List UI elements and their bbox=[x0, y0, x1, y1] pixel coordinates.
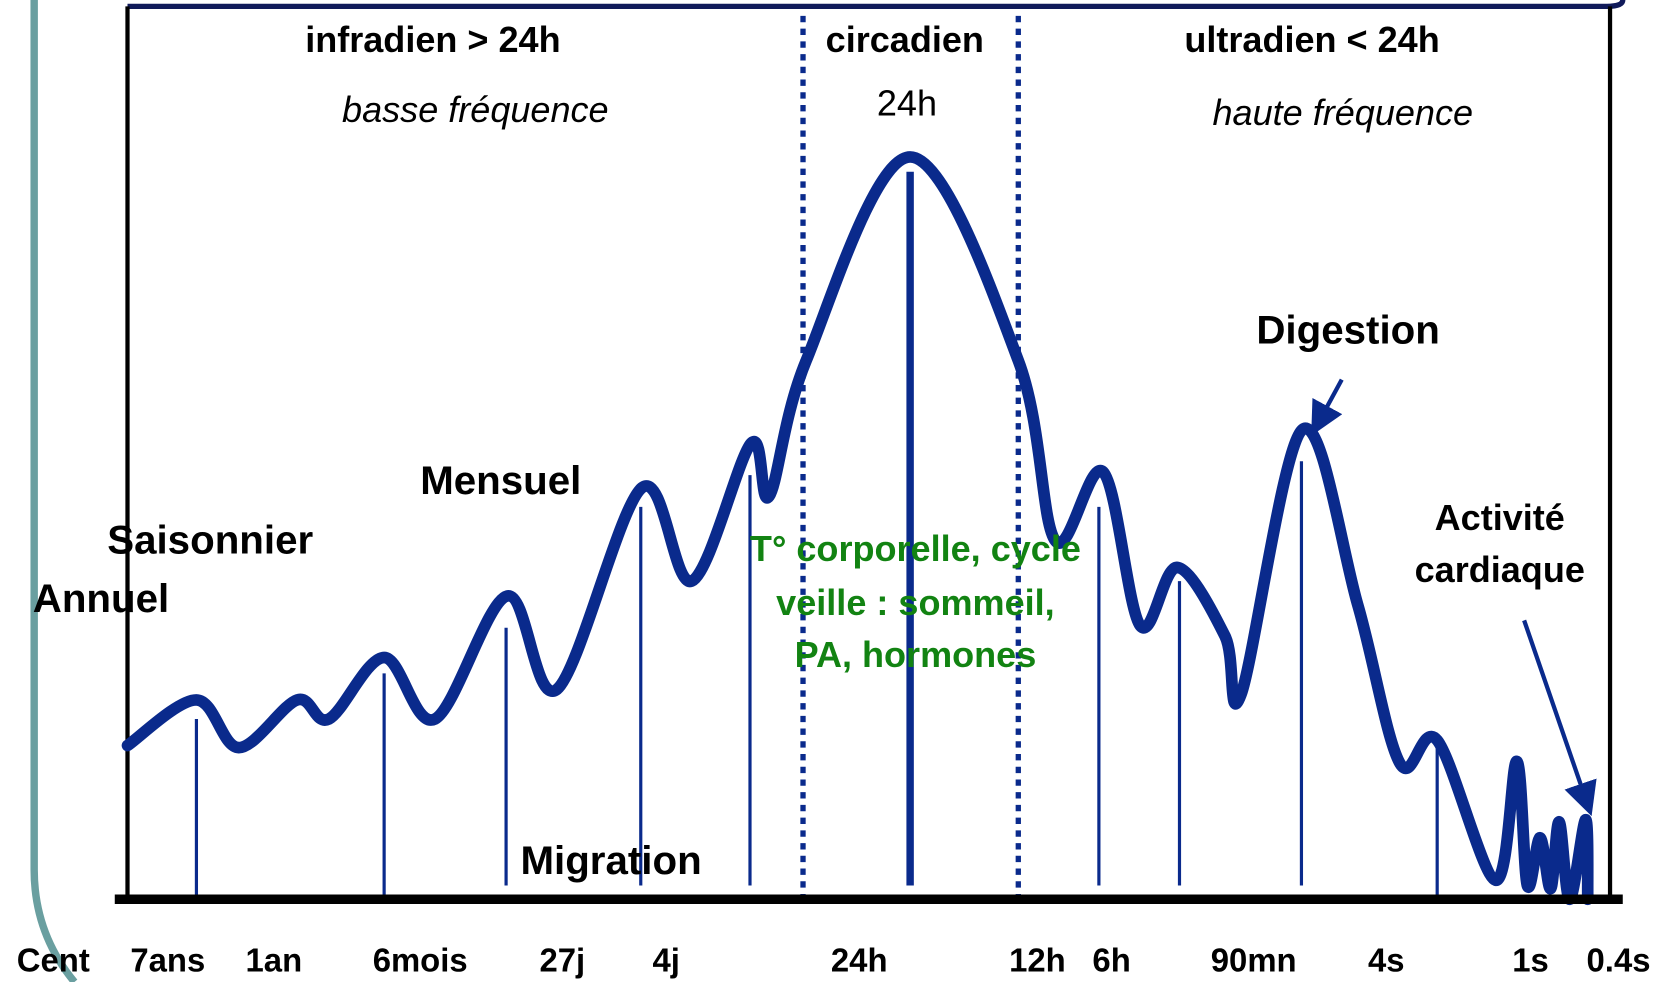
axis-label: 0.4s bbox=[1587, 942, 1651, 979]
label: Saisonnier bbox=[107, 518, 313, 563]
axis-label: 12h bbox=[1009, 942, 1066, 979]
label: Mensuel bbox=[420, 458, 581, 503]
axis-label: 24h bbox=[831, 942, 888, 979]
axis-label: Cent bbox=[17, 942, 90, 979]
label: Migration bbox=[520, 838, 701, 883]
rhythm-curve bbox=[121, 151, 1594, 906]
label: T° corporelle, cycle bbox=[750, 528, 1081, 569]
label: cardiaque bbox=[1415, 549, 1585, 590]
axis-label: 90mn bbox=[1211, 942, 1297, 979]
region-title: infradien > 24h bbox=[305, 19, 560, 60]
label: veille : sommeil, bbox=[776, 582, 1054, 623]
side-decoration bbox=[30, 0, 78, 982]
label: Annuel bbox=[33, 576, 170, 621]
label: Activité bbox=[1435, 497, 1565, 538]
axis-label: 7ans bbox=[130, 942, 205, 979]
axis-label: 4s bbox=[1368, 942, 1405, 979]
arrow bbox=[1522, 619, 1597, 817]
region-subtitle: basse fréquence bbox=[342, 89, 609, 130]
axis-label: 27j bbox=[539, 942, 585, 979]
arrow bbox=[1311, 378, 1344, 436]
region-title: circadien bbox=[826, 19, 984, 60]
top-border bbox=[127, 0, 1626, 10]
axis-labels: Cent 7ans 1an 6mois 27j 4j 24h 12h 6h 90mn 4s 1s 0.4… bbox=[17, 942, 1651, 979]
label: Digestion bbox=[1256, 308, 1440, 353]
axis-label: 1an bbox=[246, 942, 303, 979]
region-subtitle: haute fréquence bbox=[1213, 92, 1474, 133]
axis-label: 1s bbox=[1512, 942, 1549, 979]
region-subtitle: 24h bbox=[877, 83, 937, 124]
axis-label: 6mois bbox=[373, 942, 468, 979]
axis-label: 4j bbox=[653, 942, 680, 979]
axis-label: 6h bbox=[1092, 942, 1130, 979]
region-title: ultradien < 24h bbox=[1184, 19, 1439, 60]
peak-lines bbox=[194, 171, 1439, 900]
label: PA, hormones bbox=[795, 634, 1037, 675]
